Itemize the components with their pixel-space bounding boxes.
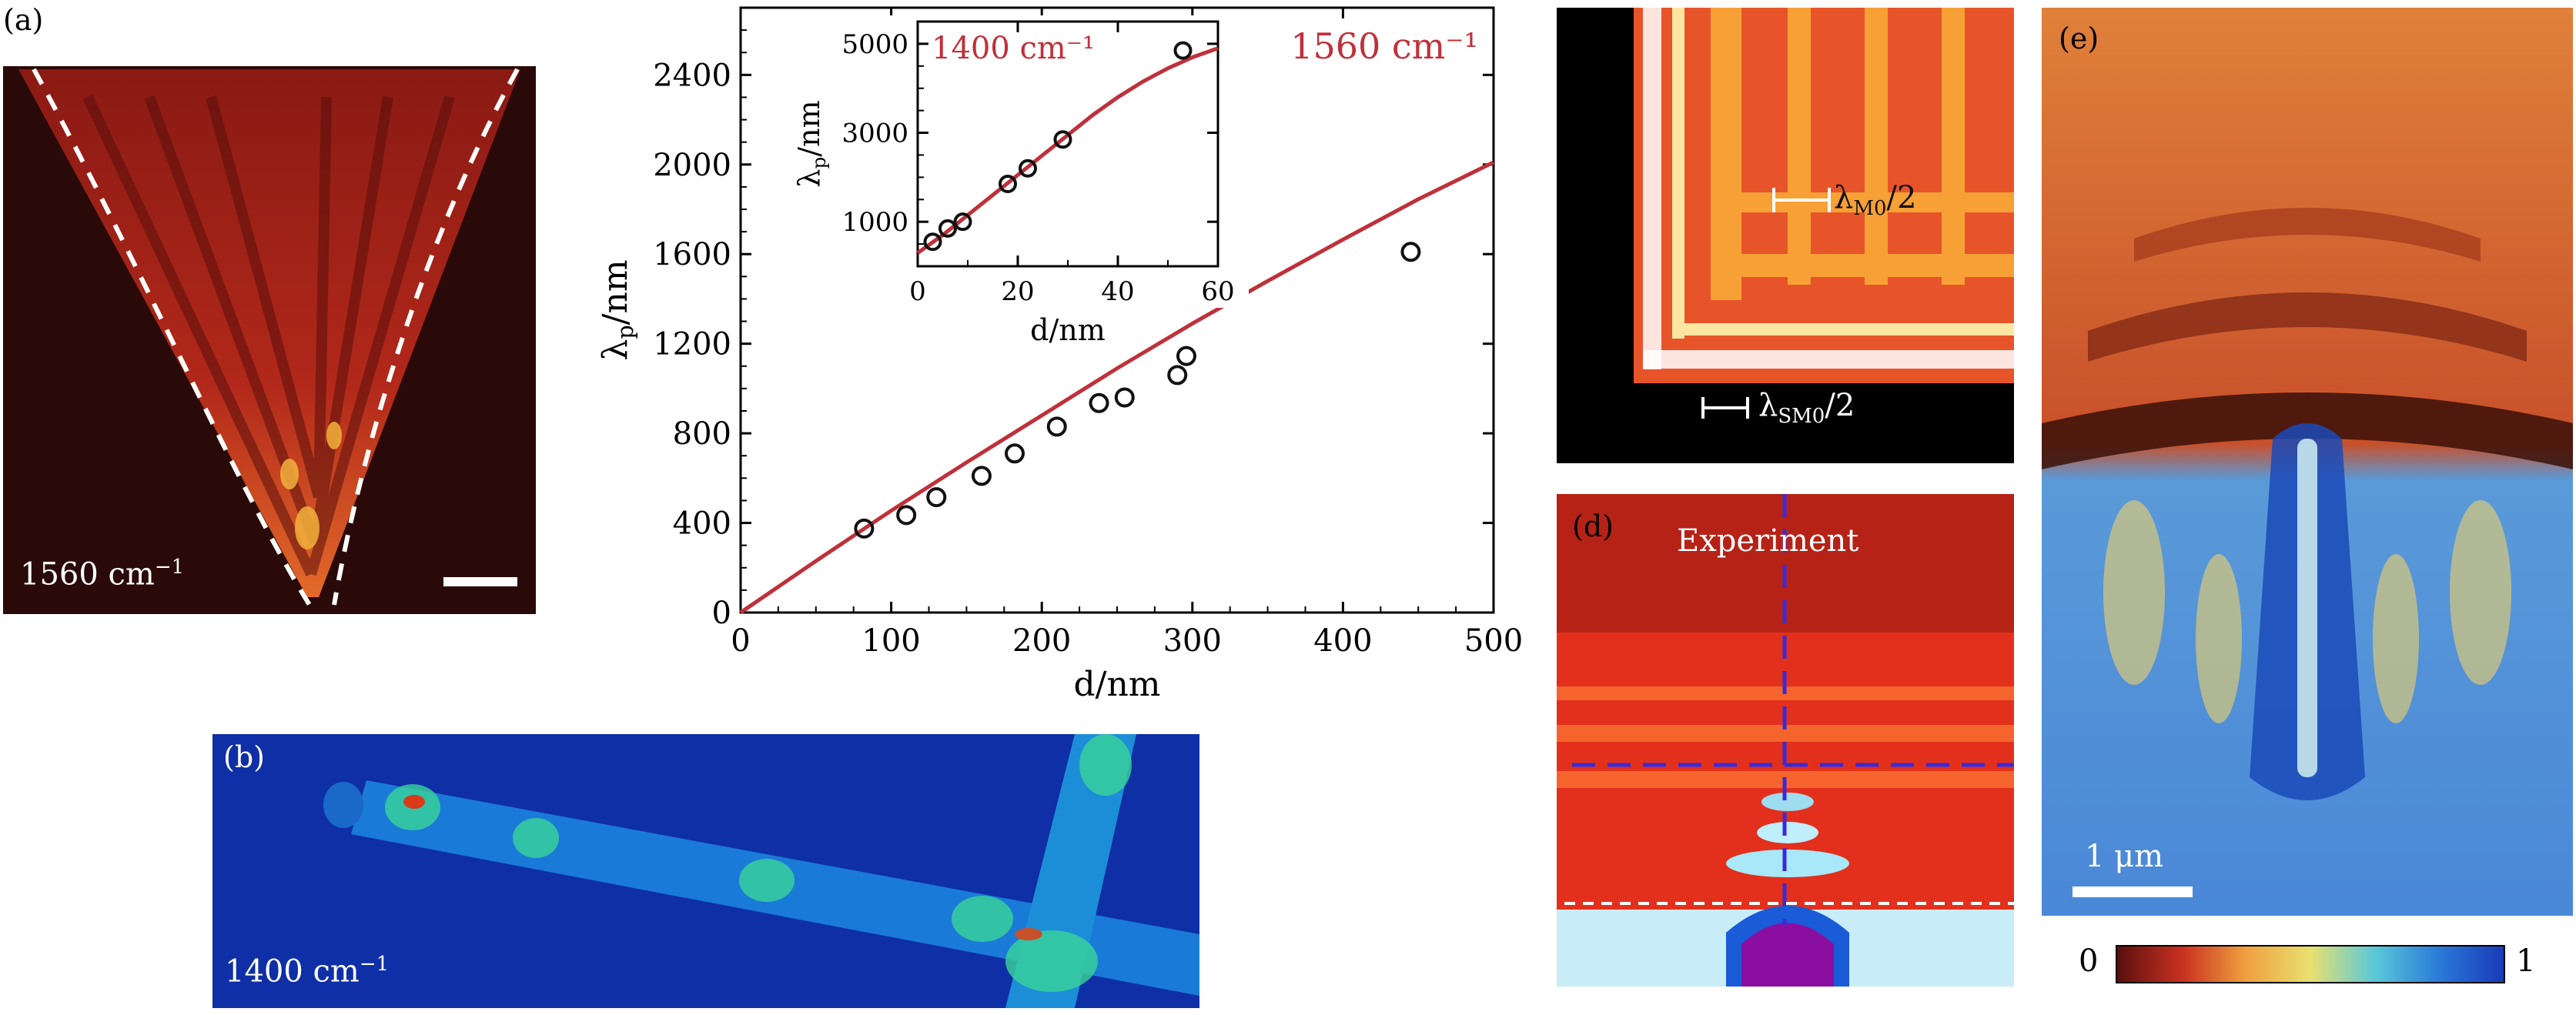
main-ytick-label-1: 400 [673, 506, 731, 542]
panel-a-frequency-label: 1560 cm−1 [20, 556, 185, 593]
main-ytick-label-6: 2400 [653, 58, 731, 93]
inset-ytick-label-2: 5000 [841, 29, 908, 60]
main-ytick-label-5: 2000 [653, 148, 731, 183]
main-title: 1560 cm⁻¹ [1290, 25, 1478, 67]
lambda-sm0-label: λSM0/2 [1758, 388, 1855, 428]
dispersion-chart: 0 100 200 300 400 50004008001200160020002400d… [596, 6, 1523, 704]
main-xtick-label-4: 400 [1313, 623, 1372, 659]
lambda-m0-arrow [1772, 188, 1831, 212]
inset-xtick-label-3: 60 [1201, 276, 1234, 307]
main-data-point-10 [1400, 242, 1421, 262]
main-data-point-7 [1114, 387, 1135, 408]
panel-b-label: (b) [223, 740, 265, 774]
inset-xtick-label-2: 40 [1101, 276, 1134, 307]
inset-data-point-6 [1173, 41, 1193, 60]
main-fit-line [739, 160, 1495, 615]
main-xtick-label-3: 300 [1163, 623, 1222, 659]
nanowire-e [2297, 439, 2317, 777]
scale-bar [443, 577, 517, 586]
main-data-point-4 [1004, 443, 1025, 464]
lambda-m0-label: λM0/2 [1834, 180, 1917, 220]
panel-a-image: 1560 cm−1 [3, 66, 536, 614]
panel-c-label: (c) [1572, 25, 1611, 58]
main-ytick-label-0: 0 [712, 596, 731, 631]
main-xtick-label-2: 200 [1012, 623, 1071, 659]
main-data-point-1 [896, 505, 917, 526]
inset-xlabel: d/nm [1030, 313, 1106, 347]
main-data-point-0 [854, 518, 875, 539]
panel-b-near-field-map [212, 734, 1199, 1008]
panel-c-near-field-map [1634, 8, 2014, 419]
panel-c-image: (c) λM0/2 λSM0/2 [1557, 8, 2014, 463]
inset-ytick-label-1: 3000 [841, 118, 908, 149]
panel-b-image: (b) 1400 cm−1 [212, 734, 1199, 1008]
inset-data-point-2 [953, 212, 972, 232]
panel-e-near-field-map [2042, 8, 2573, 916]
main-data-point-8 [1167, 365, 1188, 386]
lambda-sm0-arrow [1701, 397, 1749, 419]
scale-bar-e [2073, 886, 2193, 897]
panel-d-image: (d) Experiment [1557, 494, 2014, 987]
main-xtick-label-5: 500 [1464, 623, 1523, 659]
tip-region [1741, 923, 1834, 987]
inset-ytick-label-0: 1000 [841, 207, 908, 238]
colorbar-min-label: 0 [2079, 943, 2099, 979]
main-data-point-6 [1089, 392, 1109, 413]
inset-title: 1400 cm⁻¹ [932, 31, 1095, 66]
panel-a-label: (a) [3, 3, 44, 37]
main-ylabel: λp/nm [596, 259, 638, 360]
inset-ylabel: λp/nm [792, 100, 830, 187]
main-data-point-2 [926, 487, 947, 508]
panel-d-near-field-map [1557, 494, 2014, 987]
panel-d-experiment-label: Experiment [1677, 523, 1859, 559]
inset-data-point-5 [1053, 130, 1072, 149]
main-data-point-5 [1046, 416, 1067, 437]
main-data-point-9 [1176, 346, 1196, 366]
panel-e-image: (e) 1 μm [2042, 8, 2573, 916]
inset-plot: 0 20 40 60 1000 3000 5000 d/nm λp/nm 1400 cm⁻¹ [792, 15, 1249, 347]
inset-data-point-3 [999, 175, 1017, 194]
main-xlabel: d/nm [1073, 665, 1160, 704]
main-data-point-3 [971, 466, 992, 486]
inset-xtick-label-1: 20 [1001, 276, 1034, 307]
colorbar [2116, 945, 2505, 983]
main-xtick-label-0: 0 [731, 623, 750, 659]
main-ytick-label-3: 1200 [653, 327, 731, 362]
panel-e-label: (e) [2059, 22, 2099, 55]
inset-data-point-1 [938, 219, 957, 238]
inset-data-point-0 [923, 232, 942, 252]
inset-data-point-4 [1019, 159, 1037, 178]
edge-dashed-line-left [32, 68, 312, 606]
scale-bar-label-e: 1 μm [2085, 839, 2164, 874]
main-ytick-label-4: 1600 [653, 237, 731, 272]
colorbar-max-label: 1 [2516, 943, 2536, 979]
panel-d-label: (d) [1572, 509, 1614, 543]
main-ytick-label-2: 800 [673, 416, 731, 452]
panel-b-frequency-label: 1400 cm−1 [225, 953, 390, 990]
inset-xtick-label-0: 0 [909, 276, 926, 307]
main-xtick-label-1: 100 [861, 623, 920, 659]
panel-a-near-field-map [18, 68, 520, 606]
